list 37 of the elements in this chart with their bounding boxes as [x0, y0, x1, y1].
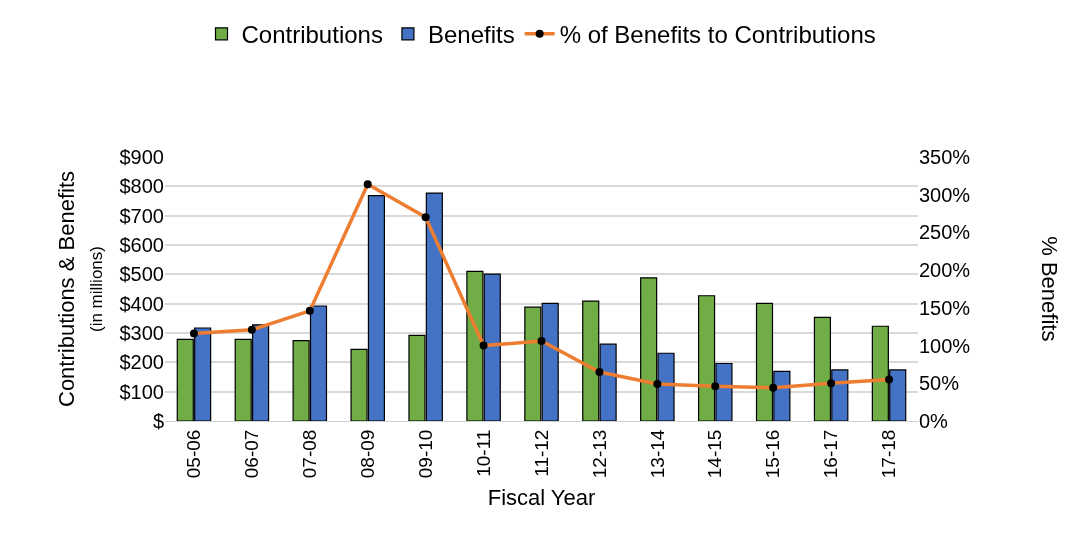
y-axis-title: Contributions & Benefits (in millions) [53, 170, 107, 408]
y2-tick-label: 0% [919, 410, 949, 432]
y2-tick-label: 150% [919, 296, 971, 319]
x-tick-label: 14-15 [704, 429, 726, 479]
y-tick-label: $500 [119, 263, 164, 286]
y-tick-label: $900 [119, 146, 164, 168]
legend-label: % of Benefits to Contributions [559, 21, 876, 49]
x-tick-label: 16-17 [820, 429, 842, 479]
y-tick-label: $400 [119, 292, 164, 315]
x-tick-label: 06-07 [241, 429, 263, 479]
y2-axis-title: % Benefits [1036, 236, 1062, 342]
y-tick-label: $300 [119, 322, 164, 344]
x-tick-label: 09-10 [414, 429, 436, 479]
y-tick-label: $700 [119, 204, 164, 227]
legend-label: Contributions [241, 21, 383, 49]
x-tick-label: 13-14 [646, 429, 668, 479]
y2-tick-label: 350% [919, 146, 971, 168]
x-axis-title: Fiscal Year [487, 485, 596, 511]
x-tick-label: 15-16 [762, 429, 784, 479]
x-tick-label: 11-12 [530, 429, 552, 477]
x-tick-label: 08-09 [356, 429, 378, 479]
x-tick-label: 05-06 [183, 429, 205, 479]
x-tick-label: 07-08 [298, 429, 320, 479]
y2-tick-label: 250% [919, 221, 971, 244]
legend-label: Benefits [427, 21, 515, 49]
y-tick-label: $600 [119, 234, 164, 256]
y-tick-label: $800 [119, 175, 164, 198]
y2-tick-label: 100% [919, 334, 971, 357]
y2-tick-label: 300% [919, 183, 971, 206]
y-tick-label: $ [152, 410, 164, 432]
x-tick-label: 17-18 [878, 429, 900, 479]
x-tick-label: 10-11 [472, 429, 494, 477]
y2-tick-label: 200% [919, 259, 971, 282]
y-tick-label: $100 [119, 380, 164, 403]
y-tick-label: $200 [119, 351, 164, 374]
y2-tick-label: 50% [919, 372, 960, 395]
x-tick-label: 12-13 [588, 429, 610, 479]
